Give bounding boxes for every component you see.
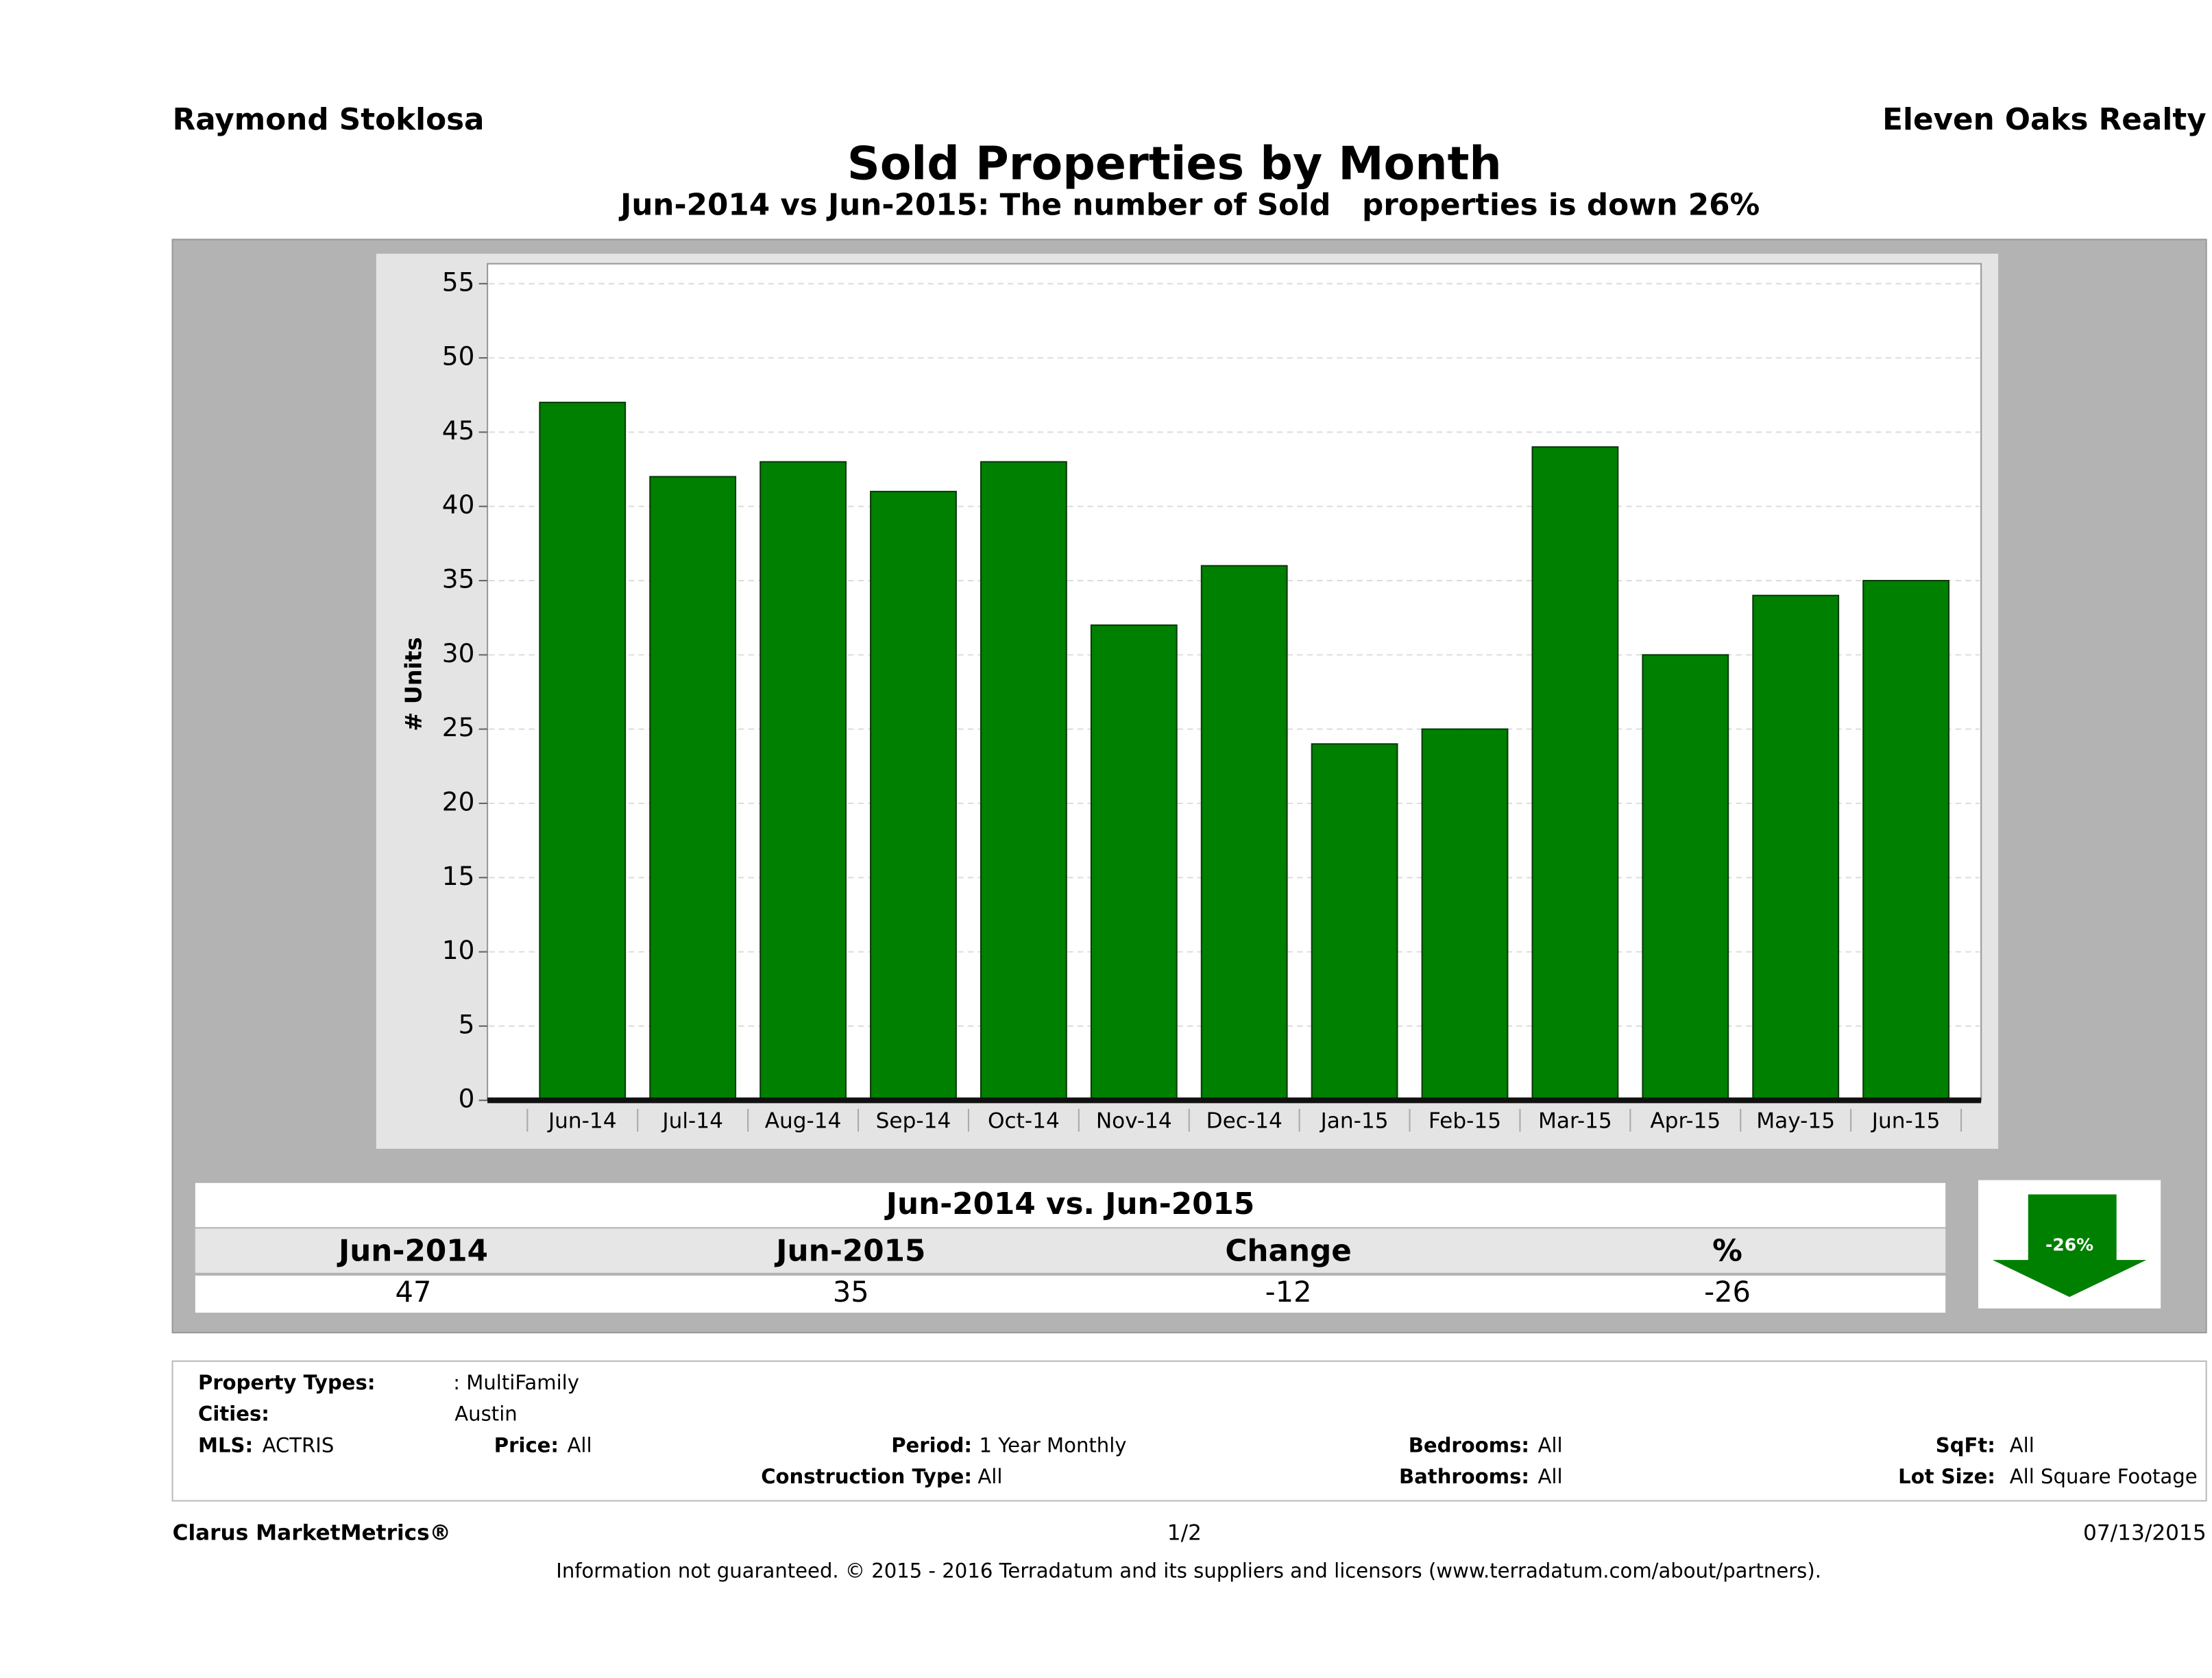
report-date: 07/13/2015	[2083, 1520, 2207, 1545]
filter-label: Cities:	[198, 1402, 269, 1426]
filter-label: Period:	[891, 1433, 972, 1457]
filter-label: Price:	[494, 1433, 559, 1457]
filter-label: Lot Size:	[1898, 1465, 1995, 1488]
summary-header-row	[195, 1228, 1946, 1273]
disclaimer: Information not guaranteed. © 2015 - 201…	[556, 1559, 1821, 1582]
chart-title: Sold Properties by Month	[847, 136, 1502, 190]
y-tick-label: 20	[442, 786, 475, 816]
down-arrow	[1992, 1194, 2147, 1298]
summary-value: -12	[1265, 1275, 1312, 1309]
bar	[870, 491, 957, 1102]
x-tick-label: Jan-15	[1320, 1108, 1389, 1133]
bar	[1642, 654, 1729, 1102]
company-name: Eleven Oaks Realty	[1882, 102, 2207, 137]
summary-value-row	[195, 1275, 1946, 1313]
x-tick-label: Mar-15	[1538, 1108, 1612, 1133]
y-tick-label: 25	[442, 712, 475, 742]
y-tick-label: 5	[459, 1009, 475, 1039]
y-tick-label: 0	[459, 1084, 475, 1114]
y-tick-label: 35	[442, 564, 475, 594]
summary-value: -26	[1704, 1275, 1751, 1309]
bar	[1311, 743, 1398, 1102]
bar	[759, 461, 847, 1102]
x-tick-label: Jun-15	[1871, 1108, 1941, 1133]
summary-value: 35	[833, 1275, 869, 1309]
bar	[1531, 446, 1619, 1102]
filter-value: All Square Footage	[2010, 1465, 2198, 1488]
summary-header: Jun-2014	[337, 1234, 488, 1269]
filter-value: All	[568, 1433, 592, 1457]
filter-value: : MultiFamily	[453, 1371, 579, 1394]
filter-value: ACTRIS	[263, 1433, 335, 1457]
filter-label: SqFt:	[1936, 1433, 1995, 1457]
filter-label: Property Types:	[198, 1371, 375, 1394]
x-tick-label: Apr-15	[1650, 1108, 1721, 1133]
agent-name: Raymond Stoklosa	[173, 102, 485, 137]
y-tick-label: 55	[442, 267, 475, 297]
bar	[649, 476, 737, 1102]
filter-label: MLS:	[198, 1433, 253, 1457]
summary-header: Jun-2015	[774, 1234, 925, 1269]
y-tick-label: 45	[442, 415, 475, 446]
page-number: 1/2	[1167, 1520, 1202, 1545]
filter-value: Austin	[454, 1402, 517, 1426]
filter-value: All	[977, 1465, 1002, 1488]
x-tick-label: Feb-15	[1429, 1108, 1501, 1133]
y-tick-label: 50	[442, 341, 475, 372]
summary-title-row	[195, 1182, 1946, 1228]
badge-text: -26%	[2045, 1235, 2093, 1254]
filters: Property Types: : MultiFamily Cities: Austi…	[198, 1371, 2198, 1488]
bar	[1421, 728, 1509, 1102]
x-tick-label: May-15	[1756, 1108, 1835, 1133]
x-tick-label: Oct-14	[988, 1108, 1060, 1133]
bar	[1862, 580, 1950, 1102]
filter-label: Bedrooms:	[1409, 1433, 1529, 1457]
summary-title: Jun-2014 vs. Jun-2015	[884, 1187, 1254, 1221]
plot: 0 5 10 15 20 25 30 35 40 45 50 55 Jun-14 Jul-14 Aug-14…	[442, 267, 1982, 1133]
x-tick-label: Jul-14	[661, 1108, 723, 1133]
x-tick-label: Sep-14	[876, 1108, 951, 1133]
x-tick-label: Aug-14	[765, 1108, 842, 1133]
bar	[1200, 565, 1288, 1102]
y-tick-label: 15	[442, 861, 475, 891]
summary-value: 47	[396, 1275, 432, 1309]
y-tick-label: 10	[442, 935, 475, 965]
filter-value: All	[1538, 1433, 1563, 1457]
chart-subtitle: Jun-2014 vs Jun-2015: The number of Sold…	[618, 188, 1760, 223]
summary-header: %	[1712, 1234, 1742, 1269]
summary-header: Change	[1225, 1234, 1352, 1269]
filter-value: 1 Year Monthly	[979, 1433, 1126, 1457]
y-tick-label: 30	[442, 638, 475, 668]
bar	[1090, 624, 1178, 1102]
filter-label: Construction Type:	[761, 1465, 972, 1488]
footer-brand: Clarus MarketMetrics®	[173, 1520, 451, 1545]
x-tick-label: Nov-14	[1096, 1108, 1172, 1133]
filter-value: All	[2010, 1433, 2034, 1457]
bar	[1752, 594, 1840, 1102]
bar	[980, 461, 1067, 1102]
summary: Jun-2014 47 Jun-2015 35 Change -12% -26	[337, 1234, 1751, 1309]
x-tick-label: Dec-14	[1206, 1108, 1283, 1133]
x-tick-label: Jun-14	[547, 1108, 617, 1133]
filter-value: All	[1538, 1465, 1563, 1488]
y-axis-label: # Units	[400, 637, 427, 731]
bar	[539, 402, 627, 1102]
y-tick-label: 40	[442, 489, 475, 520]
filters-box	[171, 1360, 2207, 1502]
filter-label: Bathrooms:	[1399, 1465, 1529, 1488]
